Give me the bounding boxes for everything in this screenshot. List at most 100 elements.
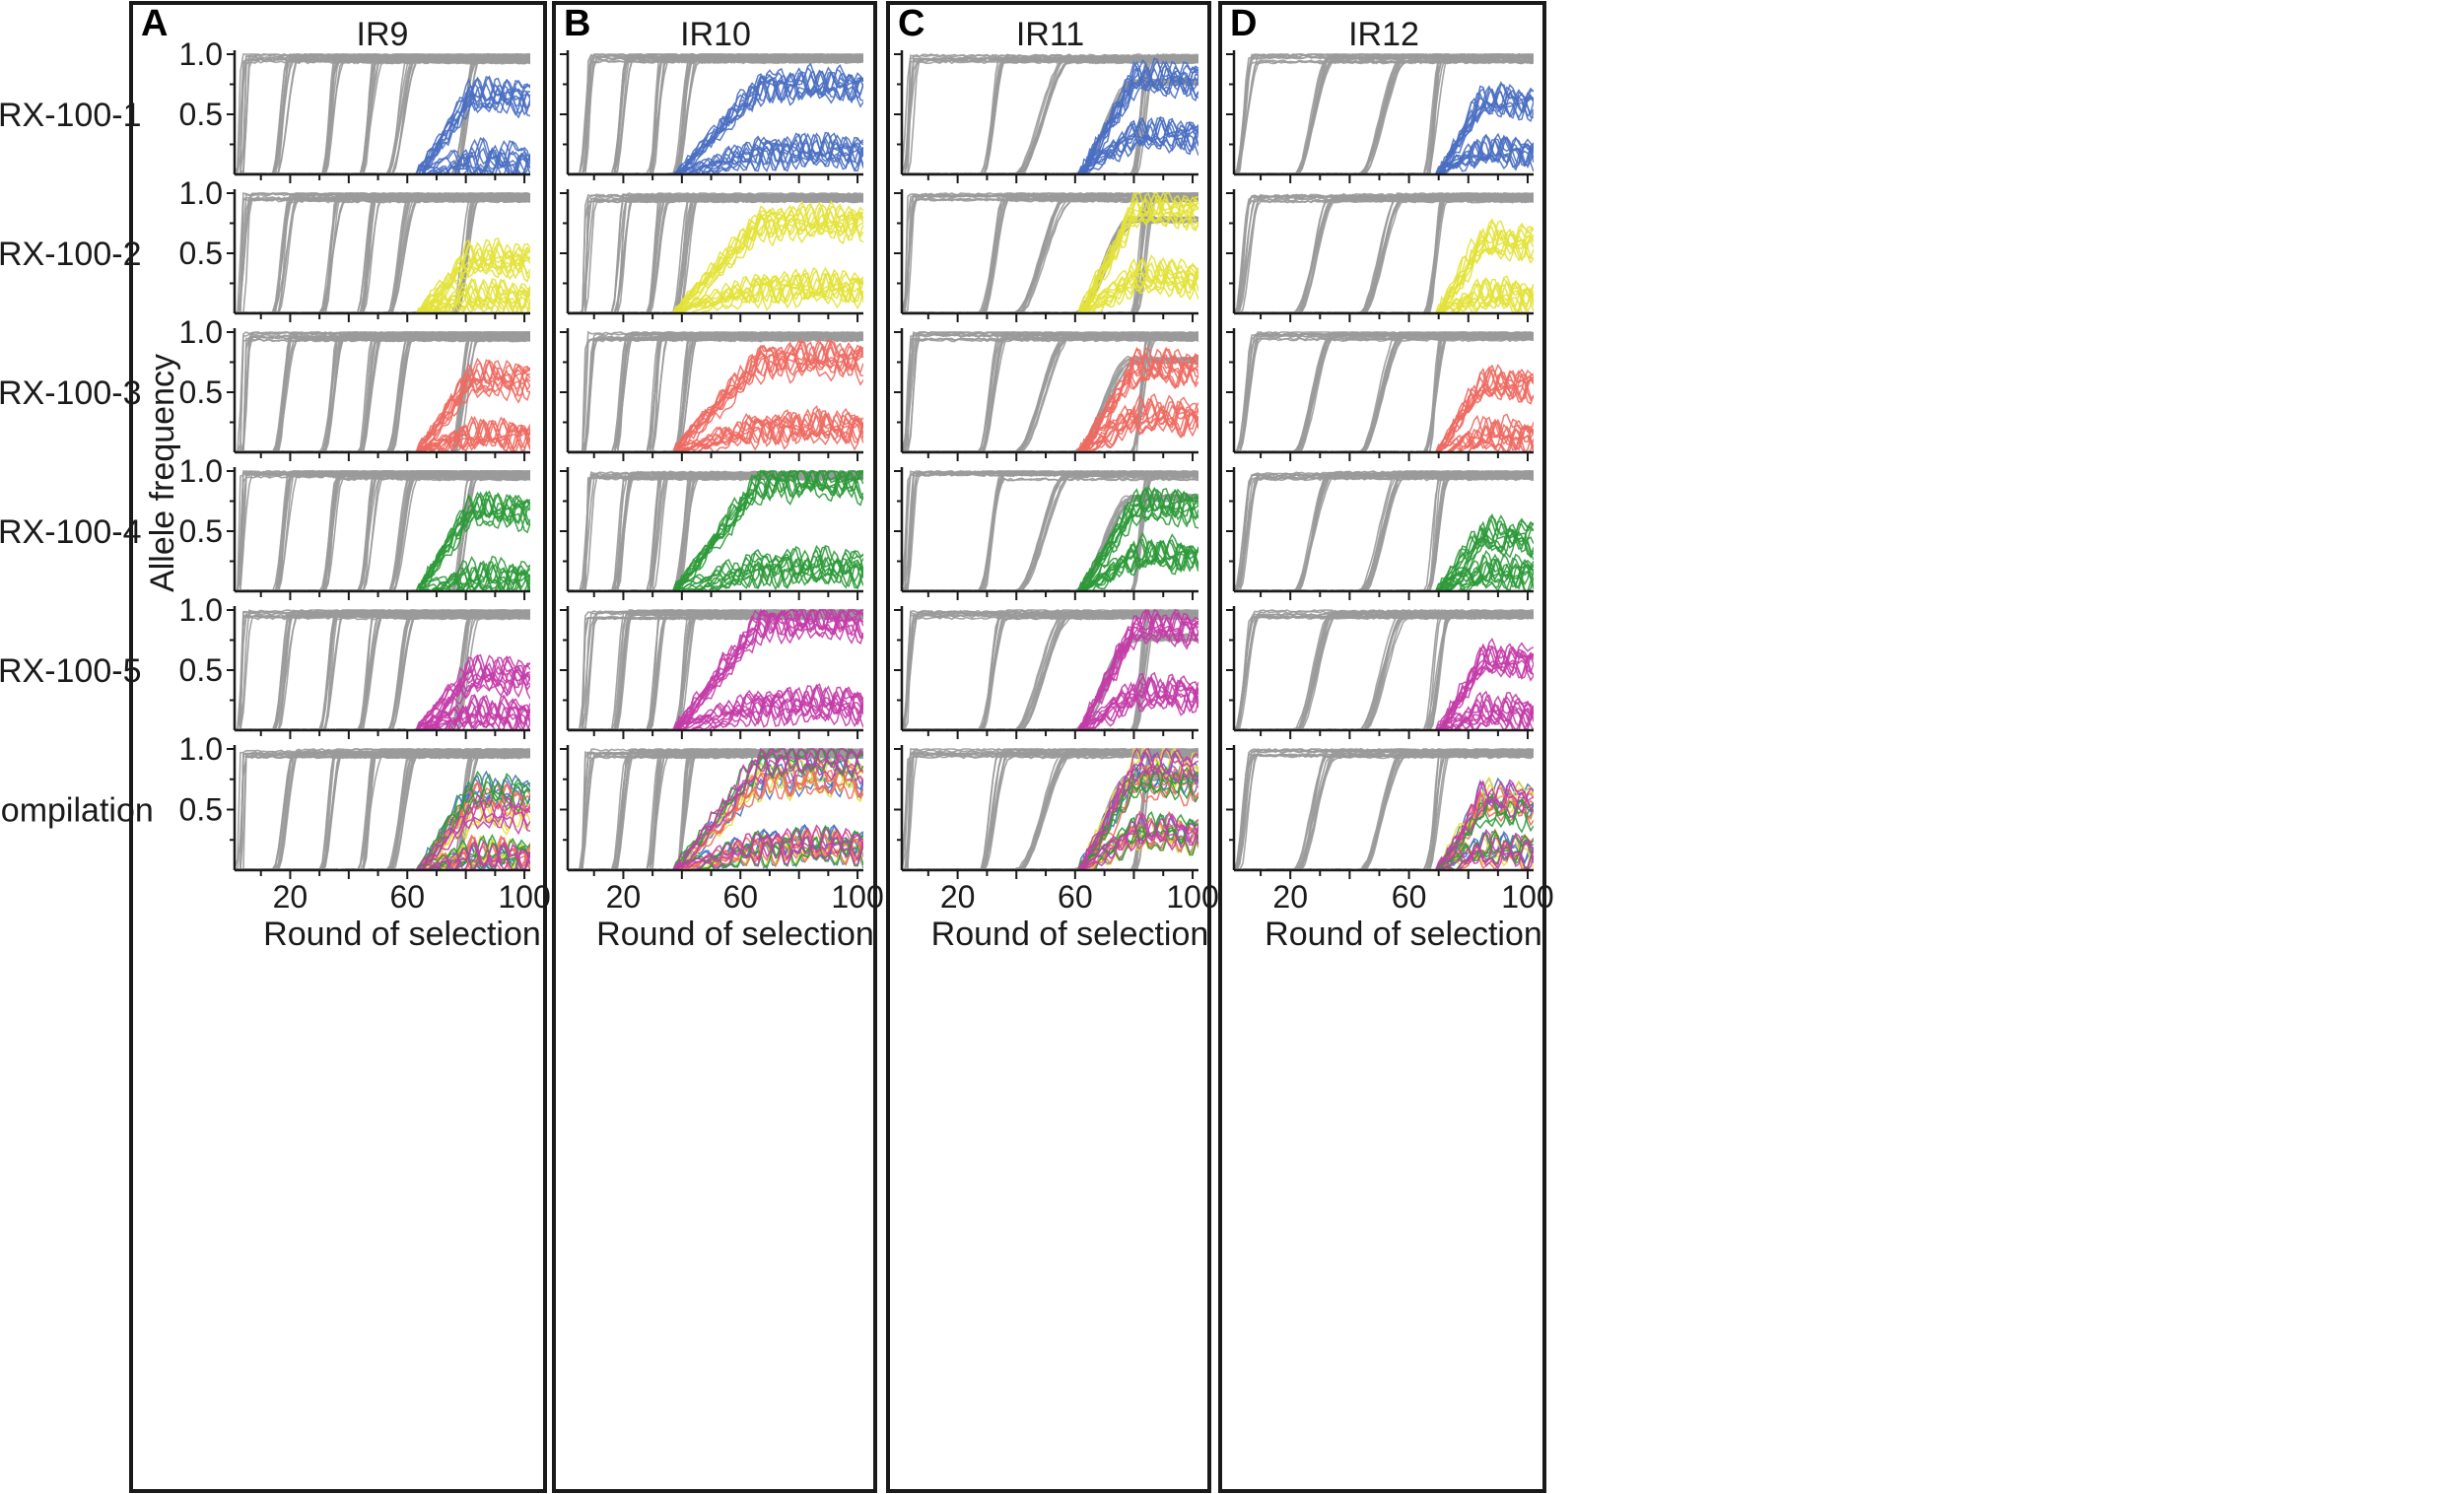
background-trajectory [902,55,1198,175]
colored-trajectory [902,57,1198,175]
background-trajectory [902,58,1198,175]
background-trajectory [902,197,1198,314]
background-trajectory [902,334,1198,453]
y-tick-label: 1.0 [179,731,223,767]
background-trajectory [902,333,1198,453]
background-trajectory [902,333,1198,453]
background-trajectory [902,56,1198,175]
y-tick-label: 1.0 [179,175,223,211]
background-trajectory [902,53,1198,175]
background-trajectory [902,334,1198,453]
panel-letter-c: C [898,3,924,44]
background-trajectory [902,58,1198,175]
background-trajectory [902,333,1198,453]
subplot-a-4: 0.5 1.0 [179,453,530,600]
subplot-d-3 [1226,328,1534,461]
x-tick-label: 100 [1501,879,1553,915]
colored-trajectory [902,612,1198,731]
background-trajectory [902,331,1198,453]
background-trajectory [902,54,1198,175]
panel-letter-a: A [141,3,168,44]
colored-trajectory [902,267,1198,314]
background-trajectory [902,333,1198,453]
background-trajectory [902,332,1198,453]
y-tick-label: 1.0 [179,592,223,628]
x-tick-label: 100 [831,879,883,915]
colored-trajectory [902,192,1198,314]
row-label-2: IRX-100-2 [0,236,141,273]
subplot-c-6 [894,745,1198,879]
x-tick-label: 100 [1166,879,1218,915]
colored-trajectory [902,116,1198,175]
panel-frame-d [1218,1,1546,1493]
background-trajectory [902,334,1198,453]
y-tick-label: 0.5 [179,513,223,549]
row-label-1: IRX-100-1 [0,97,141,134]
background-trajectory [902,53,1198,174]
background-trajectory [902,331,1198,452]
subplot-c-2 [894,189,1198,322]
background-trajectory [902,333,1198,453]
subplot-d-1 [1226,50,1534,183]
subplot-b-5 [560,606,863,739]
colored-trajectory [1234,777,1534,871]
subplot-a-2: 0.5 1.0 [179,175,530,322]
subplot-b-6 [560,745,863,879]
colored-trajectory [902,258,1198,314]
panel-title-ir12: IR12 [1348,16,1419,53]
subplot-c-4 [894,467,1198,600]
background-trajectory [902,332,1198,453]
colored-trajectory [902,123,1198,175]
background-trajectory [902,56,1198,175]
x-axis-label: Round of selection [596,916,874,953]
colored-trajectory [568,470,863,592]
background-trajectory [902,333,1198,453]
x-axis-label: Round of selection [931,916,1209,953]
background-trajectory [902,52,1198,175]
background-trajectory [902,59,1198,175]
x-tick-label: 60 [389,879,425,915]
colored-trajectory [902,60,1198,175]
panel-letter-b: B [564,3,590,44]
background-trajectory [902,58,1198,175]
y-tick-label: 1.0 [179,314,223,350]
background-trajectory [902,332,1198,453]
colored-trajectory [1234,277,1534,314]
colored-trajectory [902,58,1198,175]
background-trajectory [902,331,1198,453]
background-trajectory [902,58,1198,175]
row-label-6: Compilation [0,792,154,830]
subplot-a-6: 0.5 1.0 [179,731,530,879]
x-tick-label: 20 [273,879,308,915]
subplot-d-4 [1226,467,1534,600]
subplot-c-1 [894,50,1198,183]
y-tick-label: 0.5 [179,374,223,410]
colored-trajectory [902,748,1198,871]
colored-trajectory [902,124,1198,175]
background-trajectory [902,56,1198,175]
background-trajectory [902,197,1198,314]
y-tick-label: 1.0 [179,453,223,489]
background-trajectory [902,613,1198,732]
background-trajectory [902,60,1198,175]
subplot-b-1 [560,50,863,183]
background-trajectory [902,55,1198,175]
background-trajectory [902,332,1198,453]
x-tick-label: 20 [606,879,642,915]
colored-trajectory [902,256,1198,314]
colored-trajectory [902,267,1198,314]
background-trajectory [902,57,1198,174]
subplot-b-4 [560,467,863,600]
subplot-d-2 [1226,189,1534,322]
subplot-a-1: 0.5 1.0 [179,36,530,183]
background-trajectory [568,471,863,592]
background-trajectory [902,332,1198,453]
y-tick-label: 0.5 [179,97,223,132]
background-trajectory [902,59,1198,175]
panel-frame-a [129,1,547,1493]
y-axis-label: Allele frequency [144,354,181,592]
background-trajectory [902,474,1198,592]
background-trajectory [902,53,1198,175]
background-trajectory [902,59,1198,175]
x-axis-label: Round of selection [1265,916,1542,953]
